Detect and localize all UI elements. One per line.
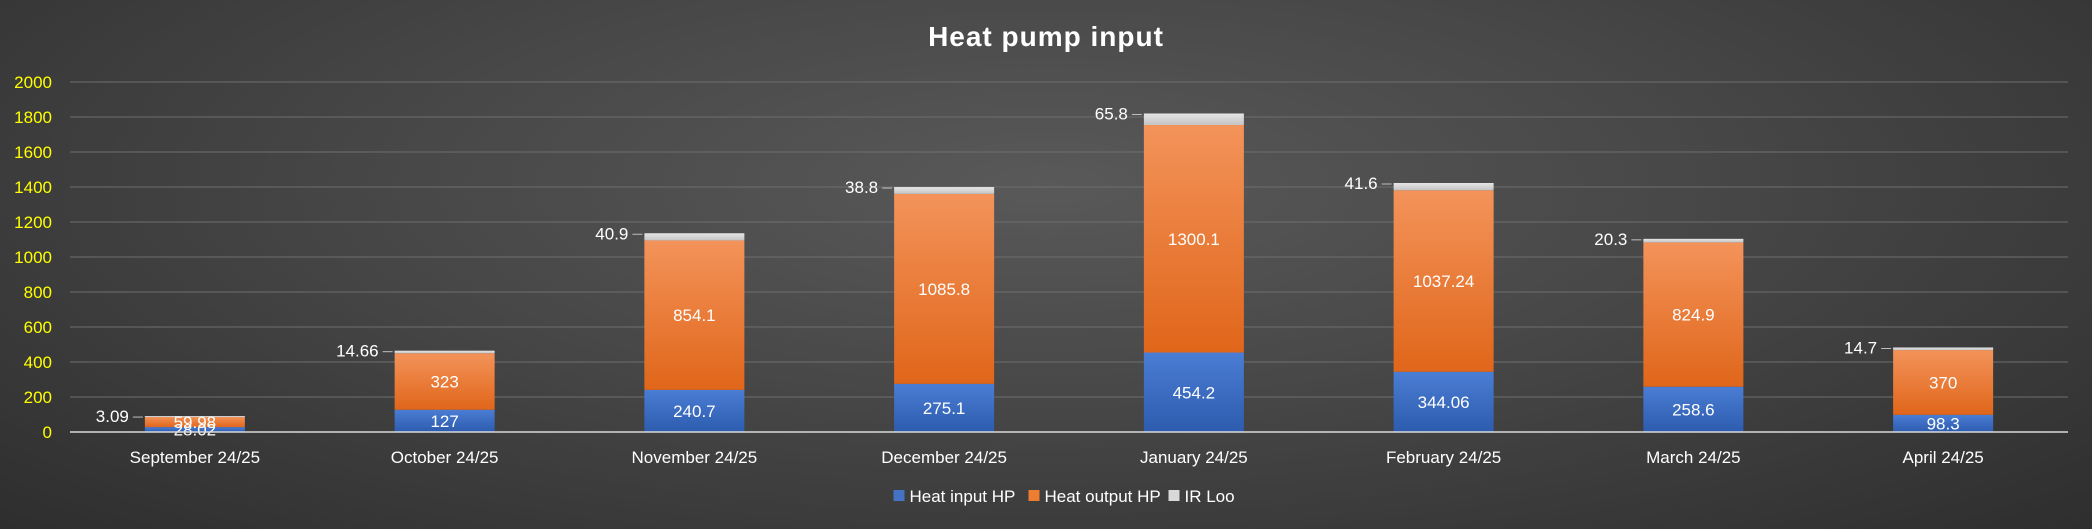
data-label: 275.1 [923, 399, 966, 418]
bar-heat-output-hp [894, 193, 995, 384]
data-label: 1300.1 [1168, 230, 1220, 249]
data-label: 454.2 [1173, 383, 1216, 402]
data-label: 14.66 [336, 342, 379, 361]
bar-heat-output-hp [1643, 242, 1744, 387]
data-label: 98.3 [1927, 414, 1960, 433]
bar-heat-output-hp [144, 416, 245, 428]
y-tick-label: 2000 [14, 73, 52, 92]
data-label: 344.06 [1418, 393, 1470, 412]
legend-label: Heat output HP [1045, 487, 1161, 506]
bar-ir-loo [1143, 113, 1244, 125]
x-tick-label: December 24/25 [881, 448, 1007, 467]
bar-heat-input-hp [394, 409, 495, 432]
bar-heat-output-hp [1143, 124, 1244, 353]
y-tick-label: 200 [24, 388, 52, 407]
y-tick-label: 0 [43, 423, 52, 442]
y-tick-label: 1400 [14, 178, 52, 197]
data-label: 14.7 [1844, 338, 1877, 357]
data-label: 41.6 [1345, 174, 1378, 193]
data-label: 3.09 [96, 407, 129, 426]
y-tick-label: 800 [24, 283, 52, 302]
bars [144, 113, 1994, 432]
y-tick-label: 1600 [14, 143, 52, 162]
bar-heat-input-hp [1393, 371, 1494, 432]
data-label: 1085.8 [918, 280, 970, 299]
data-label: 127 [430, 412, 458, 431]
data-label: 1037.24 [1413, 272, 1474, 291]
bar-heat-input-hp [644, 389, 745, 432]
bar-ir-loo [1643, 238, 1744, 243]
bar-ir-loo [894, 187, 995, 194]
bar-heat-output-hp [1393, 190, 1494, 372]
data-label: 40.9 [595, 224, 628, 243]
data-label: 20.3 [1594, 230, 1627, 249]
y-tick-label: 1000 [14, 248, 52, 267]
bar-ir-loo [644, 233, 745, 241]
y-tick-label: 1200 [14, 213, 52, 232]
x-tick-label: October 24/25 [391, 448, 499, 467]
legend-label: IR Loo [1185, 487, 1235, 506]
x-tick-label: April 24/25 [1902, 448, 1983, 467]
data-label: 28.02 [174, 421, 217, 440]
y-axis: 0 200 400 600 800 1000 1200 1400 1600 1800 2000 [14, 73, 52, 442]
data-label: 824.9 [1672, 306, 1715, 325]
data-label: 370 [1929, 373, 1957, 392]
bar-heat-input-hp [1143, 352, 1244, 432]
bar-ir-loo [1393, 182, 1494, 191]
legend-swatch [1028, 490, 1040, 501]
x-tick-label: November 24/25 [632, 448, 758, 467]
bar-heat-input-hp [1893, 414, 1994, 432]
data-label: 38.8 [845, 178, 878, 197]
data-label: 854.1 [673, 306, 716, 325]
bar-ir-loo [1893, 347, 1994, 351]
bar-heat-input-hp [894, 383, 995, 432]
legend-swatch [893, 490, 905, 501]
bar-heat-input-hp [1643, 386, 1744, 432]
y-tick-label: 600 [24, 318, 52, 337]
x-tick-label: September 24/25 [130, 448, 260, 467]
x-tick-label: February 24/25 [1386, 448, 1501, 467]
bar-heat-output-hp [1893, 350, 1994, 415]
x-axis: September 24/25 October 24/25 November 24/… [70, 431, 2068, 467]
bar-heat-input-hp [144, 427, 245, 432]
x-tick-label: March 24/25 [1646, 448, 1741, 467]
legend-swatch [1168, 490, 1180, 501]
data-label: 65.8 [1095, 104, 1128, 123]
legend-label: Heat input HP [910, 487, 1016, 506]
y-tick-label: 1800 [14, 108, 52, 127]
data-label: 240.7 [673, 402, 716, 421]
y-tick-label: 400 [24, 353, 52, 372]
bar-heat-output-hp [394, 353, 495, 410]
legend: Heat input HP Heat output HP IR Loo [893, 487, 1235, 506]
x-tick-label: January 24/25 [1140, 448, 1248, 467]
bar-ir-loo [144, 416, 245, 418]
bar-ir-loo [394, 350, 495, 354]
data-label: 258.6 [1672, 400, 1715, 419]
bar-heat-output-hp [644, 240, 745, 390]
data-label: 323 [430, 373, 458, 392]
chart-title: Heat pump input [928, 21, 1164, 52]
data-label: 59.98 [174, 413, 217, 432]
